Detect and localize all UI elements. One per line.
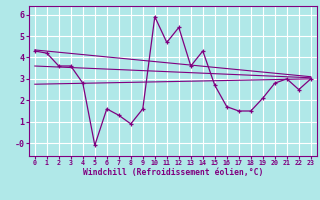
- X-axis label: Windchill (Refroidissement éolien,°C): Windchill (Refroidissement éolien,°C): [83, 168, 263, 177]
